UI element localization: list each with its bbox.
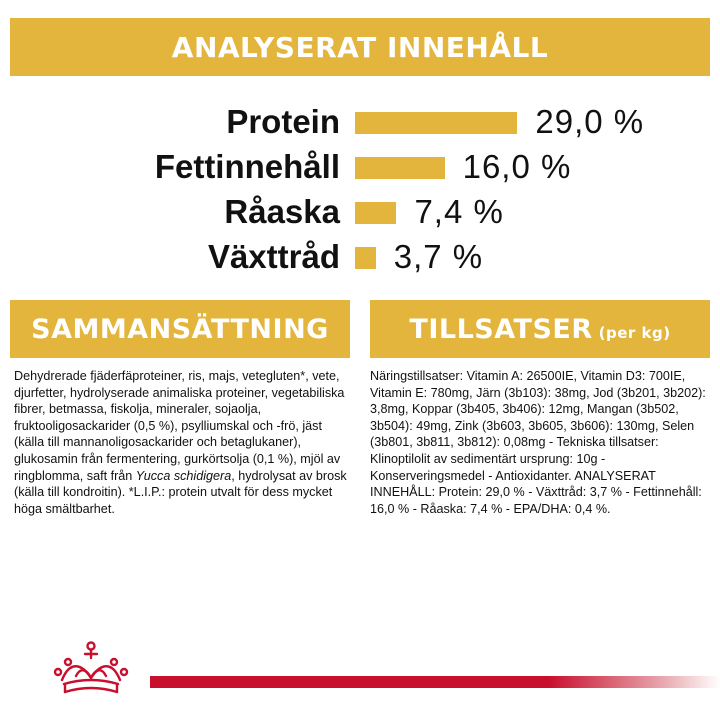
nutrient-row: Fettinnehåll 16,0 % — [0, 147, 720, 187]
composition-text-italic: Yucca schidigera — [135, 468, 232, 483]
nutrient-value: 3,7 % — [393, 238, 484, 275]
footer-line — [150, 676, 720, 688]
analysis-title: ANALYSERAT INNEHÅLL — [171, 30, 549, 64]
crown-icon — [53, 641, 129, 694]
composition-text: Dehydrerade fjäderfäproteiner, ris, majs… — [14, 368, 348, 517]
nutrient-label: Protein — [226, 103, 340, 140]
additives-text: Näringstillsatser: Vitamin A: 26500IE, V… — [370, 369, 706, 516]
nutrient-label: Råaska — [224, 193, 340, 230]
nutrient-row: Protein 29,0 % — [0, 102, 720, 142]
nutrient-label: Fettinnehåll — [154, 148, 340, 185]
nutrient-label: Växttråd — [207, 238, 340, 275]
nutrient-value: 16,0 % — [462, 148, 572, 185]
nutrient-value: 29,0 % — [535, 103, 645, 140]
nutrient-value: 7,4 % — [414, 193, 504, 230]
nutrient-row: Råaska 7,4 % — [0, 192, 720, 232]
additives-title: TILLSATSER — [409, 313, 593, 345]
nutrient-row: Växttråd 3,7 % — [0, 237, 720, 277]
composition-banner: SAMMANSÄTTNING — [10, 300, 350, 358]
composition-text-before: Dehydrerade fjäderfäproteiner, ris, majs… — [14, 369, 345, 483]
nutrient-bar — [355, 112, 518, 134]
analysis-banner: ANALYSERAT INNEHÅLL — [10, 18, 710, 76]
nutrient-bar — [355, 202, 397, 224]
nutrient-bar — [355, 157, 445, 179]
composition-title: SAMMANSÄTTNING — [31, 313, 329, 345]
additives-title-suffix: (per kg) — [598, 324, 671, 342]
additives-banner: TILLSATSER (per kg) — [370, 300, 710, 358]
nutrient-bar — [355, 247, 376, 269]
composition-text-after: , hydrolysat av brosk (källa till kondro… — [14, 468, 347, 516]
